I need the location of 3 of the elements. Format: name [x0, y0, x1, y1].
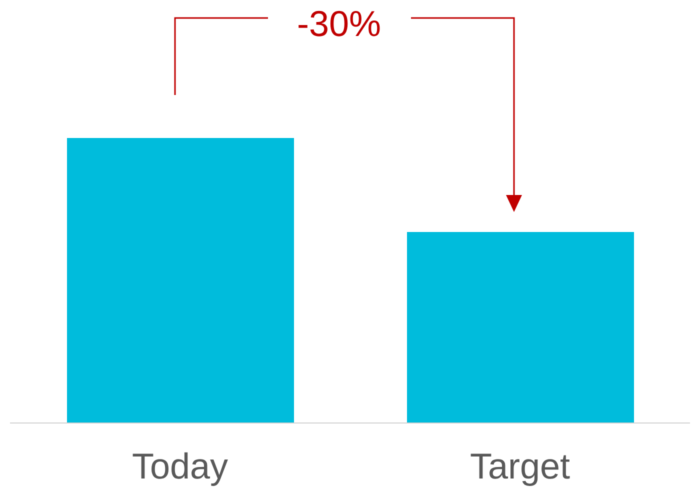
x-tick-label: Target [470, 446, 570, 487]
x-tick-label: Today [132, 446, 228, 487]
text: -30% [296, 3, 382, 44]
